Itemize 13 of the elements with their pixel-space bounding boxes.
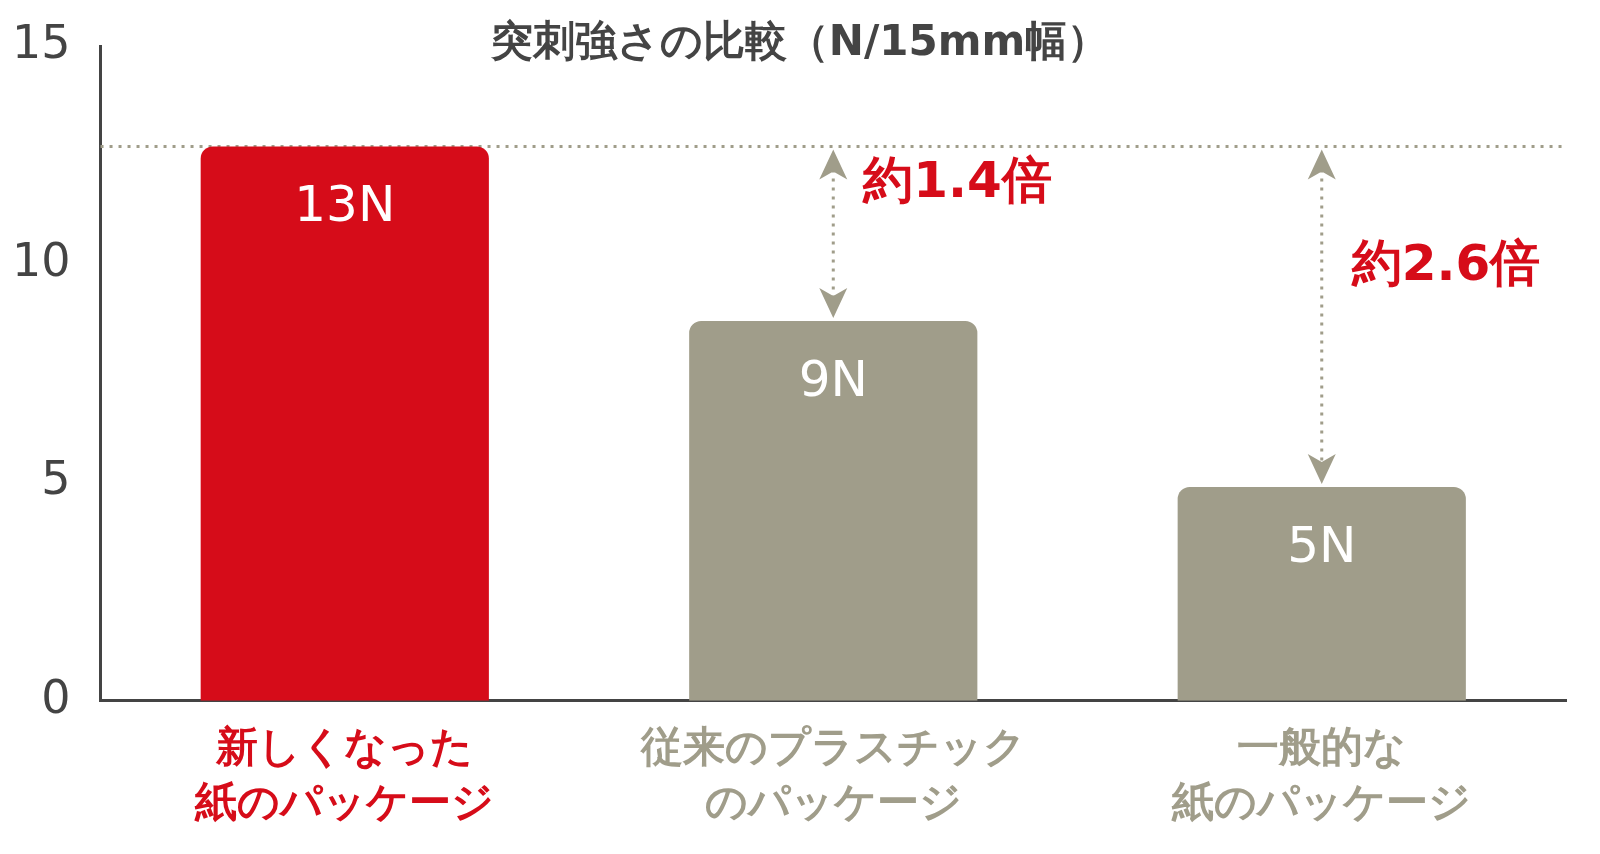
y-tick-label: 10 bbox=[11, 233, 71, 288]
annotation: 約1.4倍 bbox=[862, 150, 1052, 209]
x-tick-label: 一般的な紙のパッケージ bbox=[1171, 722, 1472, 826]
x-tick-label: 従来のプラスチックのパッケージ bbox=[639, 722, 1026, 826]
data-label: 13N bbox=[294, 175, 396, 234]
y-tick-label: 5 bbox=[41, 451, 71, 506]
data-label: 9N bbox=[798, 350, 868, 408]
annotation: 約2.6倍 bbox=[1350, 233, 1541, 292]
x-tick-label: 新しくなった紙のパッケージ bbox=[194, 722, 495, 826]
y-tick-label: 15 bbox=[11, 14, 71, 69]
chart-title: 突刺強さの比較（N/15mm幅） bbox=[489, 15, 1110, 65]
data-label: 5N bbox=[1287, 515, 1357, 574]
y-tick-label: 0 bbox=[41, 669, 71, 724]
